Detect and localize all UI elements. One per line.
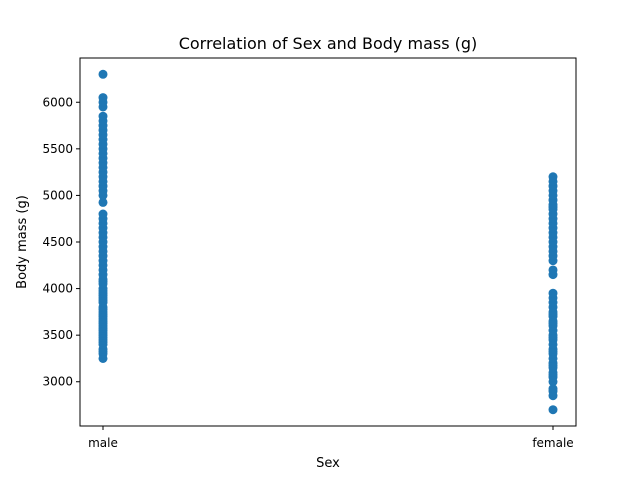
data-point-female	[548, 265, 558, 275]
data-point-male	[98, 93, 108, 103]
y-tick-label: 3000	[42, 375, 73, 389]
chart-title: Correlation of Sex and Body mass (g)	[179, 34, 478, 53]
y-axis: 3000 3500 4000 4500 5000 5500 6000	[42, 95, 80, 389]
y-tick-label: 5500	[42, 142, 73, 156]
y-tick-label: 4000	[42, 282, 73, 296]
x-axis: male female	[88, 426, 574, 450]
x-tick-label-female: female	[532, 436, 573, 450]
y-tick-label: 6000	[42, 95, 73, 109]
data-point-male	[98, 197, 108, 207]
data-point-female	[548, 384, 558, 394]
plot-frame	[79, 57, 577, 427]
data-points	[98, 69, 558, 415]
data-point-female	[548, 405, 558, 415]
data-point-male	[98, 111, 108, 121]
y-tick-label: 4500	[42, 235, 73, 249]
data-point-female	[548, 172, 558, 182]
y-axis-label: Body mass (g)	[15, 195, 30, 289]
x-axis-label: Sex	[316, 456, 340, 471]
data-point-male	[98, 209, 108, 219]
data-point-male	[98, 69, 108, 79]
x-tick-label-male: male	[88, 436, 118, 450]
data-point-female	[548, 288, 558, 298]
y-tick-label: 3500	[42, 328, 73, 342]
y-tick-label: 5000	[42, 188, 73, 202]
